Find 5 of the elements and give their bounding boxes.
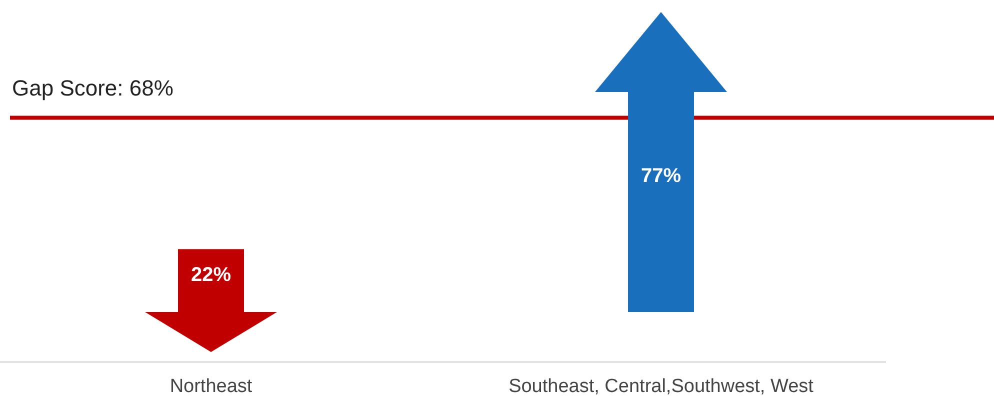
ref-line-label: Gap Score: 68%	[12, 76, 174, 101]
data-label: 77%	[640, 165, 682, 187]
x-tick-label: Southeast, Central,Southwest, West	[508, 376, 814, 397]
data-label: 22%	[190, 264, 232, 286]
x-tick-label: Northeast	[170, 376, 253, 397]
